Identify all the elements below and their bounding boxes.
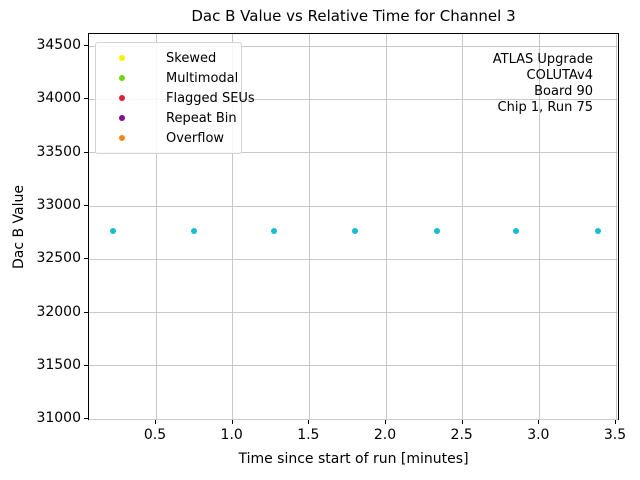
x-gridline bbox=[232, 34, 234, 419]
legend-item: Flagged SEUs bbox=[96, 88, 255, 108]
data-point bbox=[352, 227, 359, 234]
x-gridline bbox=[538, 34, 540, 419]
data-point bbox=[271, 227, 278, 234]
y-gridline bbox=[89, 98, 618, 100]
y-tick-label: 33000 bbox=[36, 197, 81, 213]
legend-marker-icon bbox=[119, 95, 125, 101]
legend: Skewed Multimodal Flagged SEUs Repeat Bin Ov… bbox=[95, 42, 255, 154]
y-tick-label: 32500 bbox=[36, 250, 81, 267]
y-tick-label: 34000 bbox=[36, 90, 81, 107]
legend-marker-icon bbox=[119, 115, 125, 121]
y-tick-label: 32000 bbox=[36, 303, 81, 320]
legend-item: Multimodal bbox=[96, 68, 241, 88]
y-gridline bbox=[89, 365, 618, 367]
annotation-line: COLUTAv4 bbox=[526, 68, 593, 83]
legend-item-label: Repeat Bin bbox=[166, 110, 237, 126]
x-gridline bbox=[308, 34, 310, 419]
legend-marker-icon bbox=[119, 135, 125, 141]
legend-marker-icon bbox=[119, 55, 125, 61]
y-tick-mark bbox=[84, 205, 88, 206]
legend-item-label: Overflow bbox=[166, 130, 225, 146]
legend-item-label: Skewed bbox=[166, 50, 217, 66]
y-tick-mark bbox=[84, 364, 88, 366]
x-tick-label: 1.5 bbox=[297, 427, 320, 443]
x-tick-mark bbox=[231, 420, 233, 424]
legend-marker-icon bbox=[119, 75, 125, 81]
y-gridline bbox=[89, 258, 618, 260]
y-tick-label: 31000 bbox=[36, 410, 81, 427]
y-tick-label: 31500 bbox=[36, 356, 81, 373]
legend-item: Overflow bbox=[96, 128, 241, 148]
y-tick-mark bbox=[84, 258, 88, 260]
legend-item-label: Multimodal bbox=[166, 70, 239, 86]
legend-item: Skewed bbox=[96, 48, 241, 68]
x-axis-label: Time since start of run [minutes] bbox=[238, 451, 469, 467]
x-tick-mark bbox=[461, 420, 463, 424]
annotation-line: Chip 1, Run 75 bbox=[497, 100, 593, 115]
annotation-line: ATLAS Upgrade bbox=[492, 52, 593, 67]
y-tick-mark bbox=[84, 45, 88, 47]
data-point bbox=[191, 227, 198, 234]
y-gridline bbox=[89, 45, 618, 47]
legend-item-label: Flagged SEUs bbox=[166, 90, 255, 106]
x-tick-mark bbox=[385, 420, 386, 424]
y-tick-label: 33500 bbox=[36, 143, 81, 160]
x-tick-label: 3.0 bbox=[527, 427, 550, 443]
y-gridline bbox=[89, 418, 618, 420]
y-tick-mark bbox=[84, 98, 88, 100]
x-gridline bbox=[615, 34, 617, 419]
y-gridline bbox=[89, 312, 618, 314]
data-point bbox=[513, 227, 520, 234]
annotation-line: Board 90 bbox=[534, 84, 593, 99]
y-tick-mark bbox=[84, 151, 88, 153]
x-tick-label: 0.5 bbox=[143, 427, 167, 443]
x-tick-label: 2.5 bbox=[450, 427, 473, 443]
x-tick-mark bbox=[155, 420, 156, 424]
x-tick-label: 2.0 bbox=[373, 427, 397, 443]
annotation-block: ATLAS Upgrade COLUTAv4 Board 90 Chip 1, Run… bbox=[493, 52, 593, 116]
x-gridline bbox=[385, 34, 387, 419]
y-tick-mark bbox=[84, 311, 88, 313]
x-gridline bbox=[462, 34, 464, 419]
y-gridline bbox=[89, 152, 618, 154]
legend-item: Repeat Bin bbox=[96, 108, 241, 128]
chart-title: Dac B Value vs Relative Time for Channel… bbox=[191, 7, 516, 25]
x-tick-mark bbox=[538, 420, 540, 424]
x-tick-mark bbox=[615, 420, 616, 424]
y-tick-mark bbox=[84, 418, 88, 420]
y-tick-label: 34500 bbox=[36, 37, 81, 54]
x-tick-label: 3.5 bbox=[603, 427, 627, 443]
x-tick-mark bbox=[308, 420, 310, 424]
x-tick-label: 1.0 bbox=[220, 427, 243, 443]
y-gridline bbox=[89, 205, 618, 207]
data-point bbox=[433, 227, 440, 234]
data-point bbox=[594, 227, 601, 234]
x-gridline bbox=[155, 34, 157, 419]
data-point bbox=[110, 227, 117, 234]
